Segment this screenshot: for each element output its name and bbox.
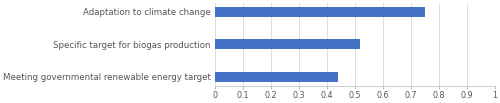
Bar — [215, 7, 424, 17]
Bar — [215, 71, 338, 82]
Bar — [215, 39, 360, 49]
